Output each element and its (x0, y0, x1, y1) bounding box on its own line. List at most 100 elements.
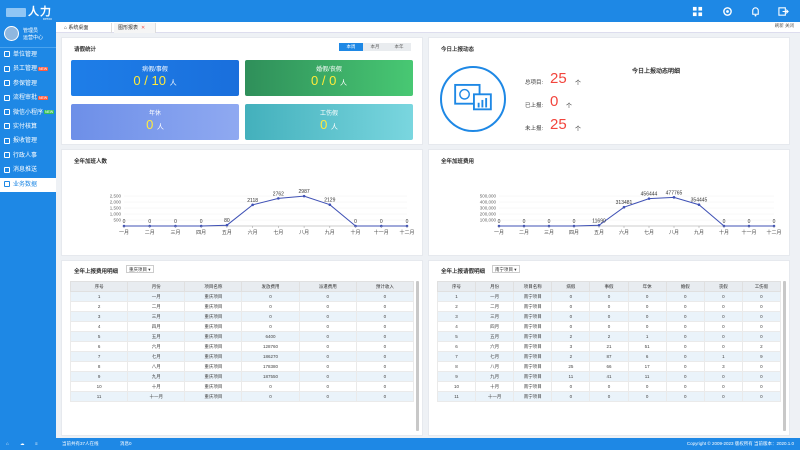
column-header[interactable]: 序号 (436, 281, 477, 292)
menu-icon[interactable]: ≡ (35, 441, 38, 446)
column-header[interactable]: 工伤假 (741, 281, 782, 292)
table-row[interactable]: 5 五月 重庆项目 6400 0 0 (69, 331, 415, 342)
period-month-button[interactable]: 本月 (363, 43, 387, 51)
table-row[interactable]: 9 九月 南宁项目 11 41 11 0 0 0 (436, 371, 782, 382)
project-select-right[interactable]: 南宁项目 ▾ (492, 265, 520, 273)
table-cell: 6 (69, 341, 129, 352)
sidebar-item-10[interactable]: 业务数据 (0, 177, 56, 192)
message-count[interactable]: 消息0 (120, 441, 132, 446)
table-row[interactable]: 10 十月 重庆项目 0 0 0 (69, 381, 415, 392)
x-tick-label: 四月 (196, 230, 206, 236)
table-cell: 重庆项目 (184, 361, 243, 372)
table-cell: 2 (551, 351, 591, 362)
scrollbar[interactable] (783, 281, 786, 431)
column-header[interactable]: 序号 (69, 281, 129, 292)
table-cell: 6 (627, 351, 667, 362)
sidebar: 管理员 运营中心 单位管理 员工管理 NEW 参保管理 流程审批 NEW 微信小程序 NEW 实… (0, 22, 56, 438)
column-header[interactable]: 发放费用 (241, 281, 300, 292)
table-row[interactable]: 11 十一月 南宁项目 0 0 0 0 0 0 (436, 391, 782, 402)
sidebar-menu: 单位管理 员工管理 NEW 参保管理 流程审批 NEW 微信小程序 NEW 实付核算 报收管理 行政… (0, 48, 56, 192)
sidebar-item-9[interactable]: 消息推送 (0, 163, 56, 177)
table-cell: 9 (69, 371, 129, 382)
gear-icon[interactable] (722, 6, 733, 17)
table-row[interactable]: 7 七月 南宁项目 2 87 6 0 1 9 (436, 351, 782, 362)
tab-desktop[interactable]: ⌂ 系统桌面 (60, 23, 112, 33)
sidebar-item-1[interactable]: 单位管理 (0, 48, 56, 62)
table-row[interactable]: 1 一月 南宁项目 0 0 0 0 0 0 (436, 291, 782, 302)
leave-stats-title: 请假统计 (74, 47, 97, 53)
table-cell: 0 (665, 351, 705, 362)
table-cell: 0 (241, 301, 300, 312)
table-row[interactable]: 4 四月 南宁项目 0 0 0 0 0 0 (436, 321, 782, 332)
sidebar-item-5[interactable]: 微信小程序 NEW (0, 106, 56, 120)
sidebar-item-3[interactable]: 参保管理 (0, 77, 56, 91)
table-cell: 0 (241, 391, 300, 402)
sidebar-item-8[interactable]: 行政人事 (0, 149, 56, 163)
period-week-button[interactable]: 本周 (339, 43, 363, 51)
home-icon[interactable]: ⌂ (6, 441, 9, 446)
column-header[interactable]: 项目名称 (513, 281, 553, 292)
table-row[interactable]: 6 六月 南宁项目 3 21 51 0 0 2 (436, 341, 782, 352)
sidebar-item-label: 微信小程序 (13, 109, 44, 116)
sidebar-item-label: 员工管理 (13, 66, 38, 73)
tab-chart-report[interactable]: 图形报表 ✕ (114, 23, 156, 33)
project-select-left[interactable]: 重庆项目 ▾ (126, 265, 154, 273)
bell-icon[interactable] (750, 6, 761, 17)
tab-actions[interactable]: 刷新 关闭 (774, 23, 794, 28)
table-row[interactable]: 2 二月 南宁项目 0 0 0 0 0 0 (436, 301, 782, 312)
column-header[interactable]: 事假 (589, 281, 629, 292)
table-cell: 0 (665, 321, 705, 332)
table-row[interactable]: 1 一月 重庆项目 0 0 0 (69, 291, 415, 302)
column-header[interactable]: 项目名称 (184, 281, 243, 292)
table-row[interactable]: 5 五月 南宁项目 2 2 1 0 0 0 (436, 331, 782, 342)
column-header[interactable]: 婚假 (665, 281, 705, 292)
column-header[interactable]: 丧假 (703, 281, 743, 292)
table-row[interactable]: 3 三月 南宁项目 0 0 0 0 0 0 (436, 311, 782, 322)
column-header[interactable]: 预计收入 (355, 281, 415, 292)
table-row[interactable]: 10 十月 南宁项目 0 0 0 0 0 0 (436, 381, 782, 392)
table-row[interactable]: 3 三月 重庆项目 0 0 0 (69, 311, 415, 322)
column-header[interactable]: 月份 (475, 281, 515, 292)
report-detail-link[interactable]: 今日上报动态明细 (631, 69, 680, 75)
cost-detail-title: 全年上报费用明细 (74, 269, 119, 275)
table-row[interactable]: 9 九月 重庆项目 187550 0 0 (69, 371, 415, 382)
table-cell: 0 (703, 391, 743, 402)
sidebar-item-label: 流程审批 (13, 95, 38, 102)
column-header[interactable]: 派遣费用 (298, 281, 357, 292)
scrollbar[interactable] (416, 281, 419, 431)
logout-icon[interactable] (778, 6, 789, 17)
table-row[interactable]: 8 八月 南宁项目 25 66 17 0 3 0 (436, 361, 782, 372)
x-tick-label: 八月 (669, 230, 679, 236)
table-cell: 八月 (127, 361, 186, 372)
x-tick-label: 四月 (569, 230, 579, 236)
table-row[interactable]: 11 十一月 重庆项目 0 0 0 (69, 391, 415, 402)
table-cell: 0 (627, 291, 667, 302)
column-header[interactable]: 月份 (127, 281, 186, 292)
close-icon[interactable]: ✕ (141, 25, 146, 31)
data-point (148, 224, 152, 228)
sidebar-item-4[interactable]: 流程审批 NEW (0, 91, 56, 105)
x-tick-label: 十月 (351, 229, 361, 236)
sidebar-item-6[interactable]: 实付核算 (0, 120, 56, 134)
data-label: 0 (498, 219, 501, 225)
table-cell: 南宁项目 (513, 331, 553, 342)
table-row[interactable]: 2 二月 重庆项目 0 0 0 (69, 301, 415, 312)
period-year-button[interactable]: 本年 (387, 43, 411, 51)
table-row[interactable]: 8 八月 重庆项目 178380 0 0 (69, 361, 415, 372)
x-tick-label: 十二月 (399, 229, 414, 236)
apps-grid-icon[interactable] (692, 6, 703, 17)
sidebar-item-2[interactable]: 员工管理 NEW (0, 62, 56, 76)
column-header[interactable]: 病假 (551, 281, 591, 292)
avatar[interactable] (4, 26, 19, 41)
cloud-icon[interactable]: ☁ (20, 441, 25, 446)
table-row[interactable]: 7 七月 重庆项目 186270 0 0 (69, 351, 415, 362)
table-row[interactable]: 6 六月 重庆项目 128760 0 0 (69, 341, 415, 352)
data-point (174, 224, 177, 228)
table-cell: 0 (298, 331, 357, 342)
table-cell: 10 (436, 381, 477, 392)
x-tick-label: 七月 (273, 229, 283, 236)
table-cell: 0 (741, 371, 782, 382)
column-header[interactable]: 年休 (627, 281, 667, 292)
table-row[interactable]: 4 四月 重庆项目 0 0 0 (69, 321, 415, 332)
sidebar-item-7[interactable]: 报收管理 (0, 134, 56, 148)
